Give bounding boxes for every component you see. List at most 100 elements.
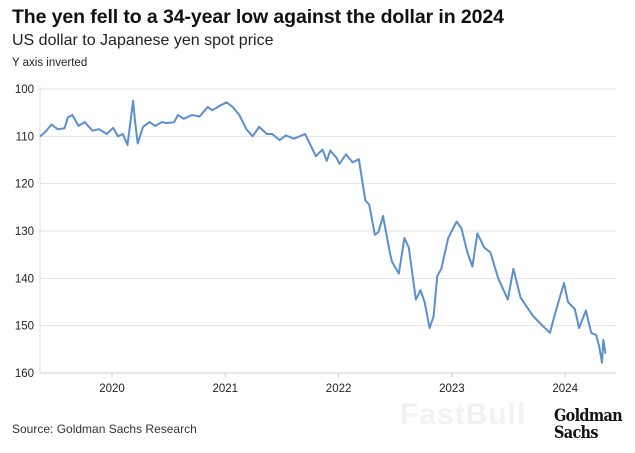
- logo-line-1: Goldman: [554, 406, 623, 426]
- axis-note: Y axis inverted: [12, 57, 88, 69]
- data-point: [567, 301, 569, 303]
- logo-line-2: Sachs: [554, 423, 599, 443]
- data-point: [447, 237, 450, 239]
- y-tick-label: 120: [15, 179, 34, 191]
- y-tick-label: 100: [15, 84, 34, 96]
- data-point: [428, 327, 431, 329]
- data-point: [91, 129, 94, 132]
- data-point: [231, 106, 234, 108]
- data-point: [278, 139, 281, 141]
- data-point: [557, 301, 560, 303]
- data-point: [105, 133, 108, 135]
- x-tick-label: 2023: [439, 383, 465, 395]
- data-point: [126, 144, 129, 146]
- data-point: [440, 268, 443, 270]
- data-point: [335, 156, 338, 159]
- data-point: [574, 308, 576, 310]
- data-point: [117, 135, 119, 138]
- data-point: [460, 227, 463, 230]
- data-point: [142, 126, 144, 128]
- data-point: [358, 158, 360, 160]
- data-point: [423, 301, 426, 303]
- y-tick-label: 110: [16, 131, 34, 143]
- data-point: [398, 272, 400, 275]
- data-point: [321, 148, 324, 151]
- y-tick-label: 160: [15, 368, 34, 380]
- data-point: [507, 298, 509, 301]
- x-tick-label: 2024: [552, 383, 578, 395]
- data-point: [338, 163, 341, 165]
- data-point: [408, 246, 410, 249]
- data-point: [177, 114, 179, 116]
- x-tick-label: 2022: [326, 383, 352, 395]
- watermark: FastBull: [400, 398, 527, 431]
- data-point: [304, 133, 306, 135]
- data-point: [432, 315, 435, 318]
- data-point: [63, 127, 66, 130]
- data-point: [77, 125, 80, 127]
- data-point: [415, 298, 417, 301]
- data-point: [598, 346, 601, 348]
- data-point: [483, 246, 486, 249]
- data-point: [67, 116, 69, 119]
- data-point: [525, 305, 528, 308]
- data-point: [364, 199, 367, 201]
- data-point: [198, 115, 201, 118]
- data-point: [285, 134, 287, 137]
- data-point: [541, 324, 544, 327]
- data-point: [326, 160, 328, 162]
- data-point: [419, 289, 422, 292]
- data-point: [585, 309, 587, 312]
- data-point: [134, 119, 136, 121]
- goldman-sachs-logo: Goldman Sachs: [554, 406, 623, 443]
- data-point: [56, 128, 59, 130]
- y-tick-label: 130: [15, 226, 34, 238]
- data-point: [489, 251, 492, 254]
- data-point: [98, 128, 100, 130]
- usd-jpy-line: [39, 99, 607, 364]
- data-point: [136, 142, 139, 145]
- data-point: [245, 128, 248, 130]
- data-point: [219, 104, 221, 107]
- data-point: [345, 153, 347, 156]
- data-point: [191, 114, 193, 116]
- data-point: [83, 121, 86, 123]
- data-point: [351, 161, 354, 164]
- data-point: [466, 251, 469, 254]
- data-point: [382, 215, 384, 217]
- data-point: [374, 234, 376, 236]
- data-point: [39, 135, 42, 138]
- data-point: [148, 121, 151, 123]
- data-point: [563, 282, 565, 284]
- data-point: [595, 334, 597, 336]
- data-point: [549, 332, 551, 334]
- data-point: [154, 125, 157, 127]
- data-point: [50, 123, 53, 126]
- data-point: [436, 275, 439, 277]
- data-point: [519, 296, 522, 299]
- data-point: [476, 232, 479, 235]
- y-tick-label: 150: [15, 321, 34, 333]
- data-point: [590, 332, 592, 334]
- data-point: [391, 261, 393, 263]
- data-point: [329, 149, 332, 152]
- data-point: [225, 101, 228, 104]
- data-point: [183, 118, 185, 120]
- data-point: [403, 237, 406, 239]
- y-tick-label: 140: [15, 273, 34, 285]
- data-point: [132, 100, 134, 102]
- data-point: [389, 251, 391, 254]
- data-point: [455, 220, 458, 223]
- data-point: [122, 133, 124, 135]
- data-point: [161, 121, 163, 123]
- data-point: [165, 122, 168, 124]
- data-point: [266, 133, 268, 135]
- data-point: [601, 361, 603, 364]
- data-point: [552, 317, 555, 320]
- data-point: [315, 155, 317, 157]
- x-tick-label: 2021: [213, 383, 239, 395]
- chart-title: The yen fell to a 34-year low against th…: [12, 6, 504, 28]
- data-point: [112, 127, 114, 129]
- data-point: [211, 109, 214, 112]
